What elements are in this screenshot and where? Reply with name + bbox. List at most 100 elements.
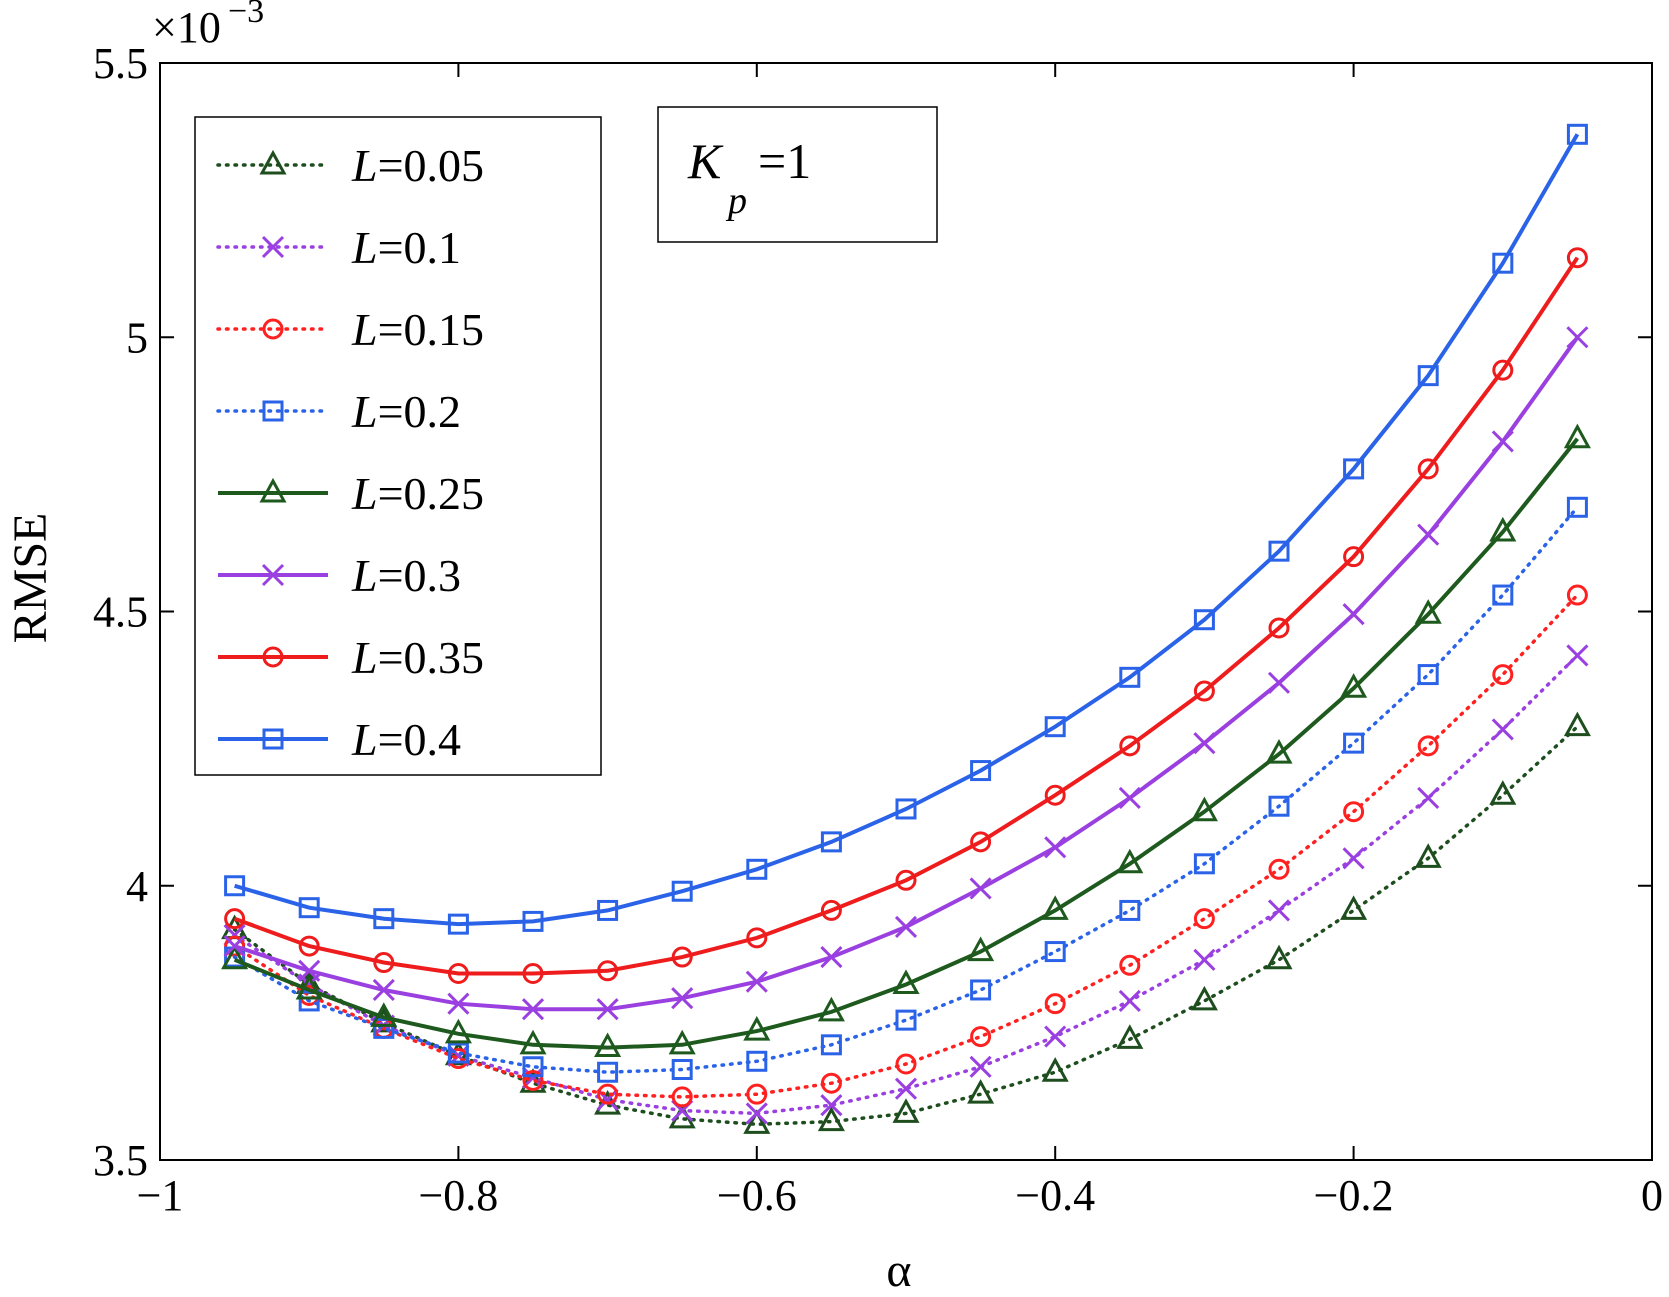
data-point (1044, 941, 1066, 963)
x-tick-label: 0 (1641, 1171, 1663, 1220)
data-point (522, 1069, 544, 1091)
legend-label: L=0.25 (351, 468, 484, 519)
legend-marker (261, 235, 285, 259)
data-point (1268, 540, 1290, 562)
data-point (298, 959, 321, 982)
annotation-sub: p (725, 180, 747, 222)
data-point (1491, 430, 1514, 453)
data-point (820, 1034, 842, 1056)
data-point (1265, 944, 1293, 970)
data-point (1340, 895, 1368, 920)
data-point (969, 877, 992, 900)
legend-entry: L=0.15 (216, 304, 484, 355)
data-point (1190, 796, 1218, 822)
data-point (221, 944, 249, 970)
data-point (1417, 365, 1439, 387)
data-point (820, 831, 842, 853)
data-point (820, 1072, 842, 1094)
data-point (820, 1094, 843, 1117)
data-point (895, 1053, 917, 1075)
data-point (892, 1098, 920, 1123)
legend-marker (262, 646, 284, 668)
data-point (596, 998, 619, 1021)
data-point (1342, 603, 1365, 626)
data-point (1267, 671, 1291, 694)
legend-marker (262, 728, 284, 750)
series-L=0.2 (224, 496, 1588, 1083)
legend-entry: L=0.3 (218, 550, 461, 601)
data-point (970, 760, 992, 782)
series-L=0.35 (224, 247, 1588, 985)
data-point (970, 1026, 992, 1048)
legend-entry: L=0.2 (216, 386, 461, 437)
y-tick-label: 4 (126, 862, 148, 911)
series-L=0.15 (224, 584, 1588, 1108)
data-point (1417, 735, 1439, 757)
data-point (1414, 599, 1442, 624)
data-point (1118, 989, 1141, 1012)
data-point (1489, 516, 1517, 542)
data-point (447, 992, 470, 1015)
series-line (233, 256, 1580, 976)
data-point (969, 1055, 992, 1078)
data-point (1193, 853, 1215, 875)
data-point (895, 798, 917, 820)
data-point (1566, 496, 1588, 518)
data-point (1041, 1057, 1069, 1082)
data-point (1492, 359, 1514, 381)
data-point (671, 946, 693, 968)
x-tick-label: −1 (137, 1171, 184, 1220)
series-line (233, 437, 1579, 1050)
data-point (373, 908, 395, 930)
data-point (1343, 546, 1365, 568)
series-L=0.25 (221, 423, 1591, 1058)
data-point (298, 935, 320, 957)
data-point (967, 936, 995, 962)
data-point (1119, 954, 1141, 976)
data-point (370, 1002, 398, 1027)
y-tick-label: 5.5 (93, 39, 148, 88)
data-point (1343, 458, 1365, 480)
data-point (1417, 458, 1439, 480)
legend-entry: L=0.25 (218, 468, 484, 519)
data-point (444, 1018, 472, 1044)
data-point (1566, 326, 1589, 349)
series-layer (221, 123, 1591, 1134)
data-point (1116, 1024, 1144, 1049)
data-point (373, 952, 395, 974)
data-point (894, 1077, 918, 1100)
data-point (594, 1032, 622, 1058)
data-point (1041, 895, 1069, 920)
data-point (1267, 899, 1291, 922)
data-point (1492, 252, 1514, 274)
series-L=0.3 (223, 326, 1589, 1021)
legend-label: L=0.05 (351, 140, 484, 191)
legend-frame (194, 116, 602, 776)
data-point (1119, 735, 1141, 757)
data-point (746, 858, 768, 880)
data-point (1417, 664, 1439, 686)
data-point (817, 996, 845, 1022)
ticks-layer: −1 −0.8 −0.6 −0.4 −0.2 0 3.5 4 4.5 5 5.5 (93, 39, 1663, 1220)
data-point (522, 1056, 544, 1078)
y-exponent-power: −3 (228, 0, 264, 30)
data-point (1119, 899, 1141, 921)
data-point (224, 875, 246, 897)
data-point (1566, 644, 1589, 667)
y-tick-label: 4.5 (93, 588, 148, 637)
data-point (1566, 584, 1588, 606)
series-L=0.4 (224, 123, 1588, 935)
data-point (671, 1058, 693, 1080)
data-point (1044, 716, 1066, 738)
data-point (745, 970, 768, 993)
data-point (970, 979, 992, 1001)
data-point (1414, 843, 1442, 868)
x-tick-label: −0.4 (1015, 1171, 1095, 1220)
data-point (1343, 732, 1365, 754)
data-point (817, 1106, 845, 1132)
data-point (894, 915, 918, 938)
data-point (1492, 584, 1514, 606)
data-point (1563, 423, 1591, 449)
data-point (597, 1083, 619, 1105)
data-point (522, 910, 544, 932)
